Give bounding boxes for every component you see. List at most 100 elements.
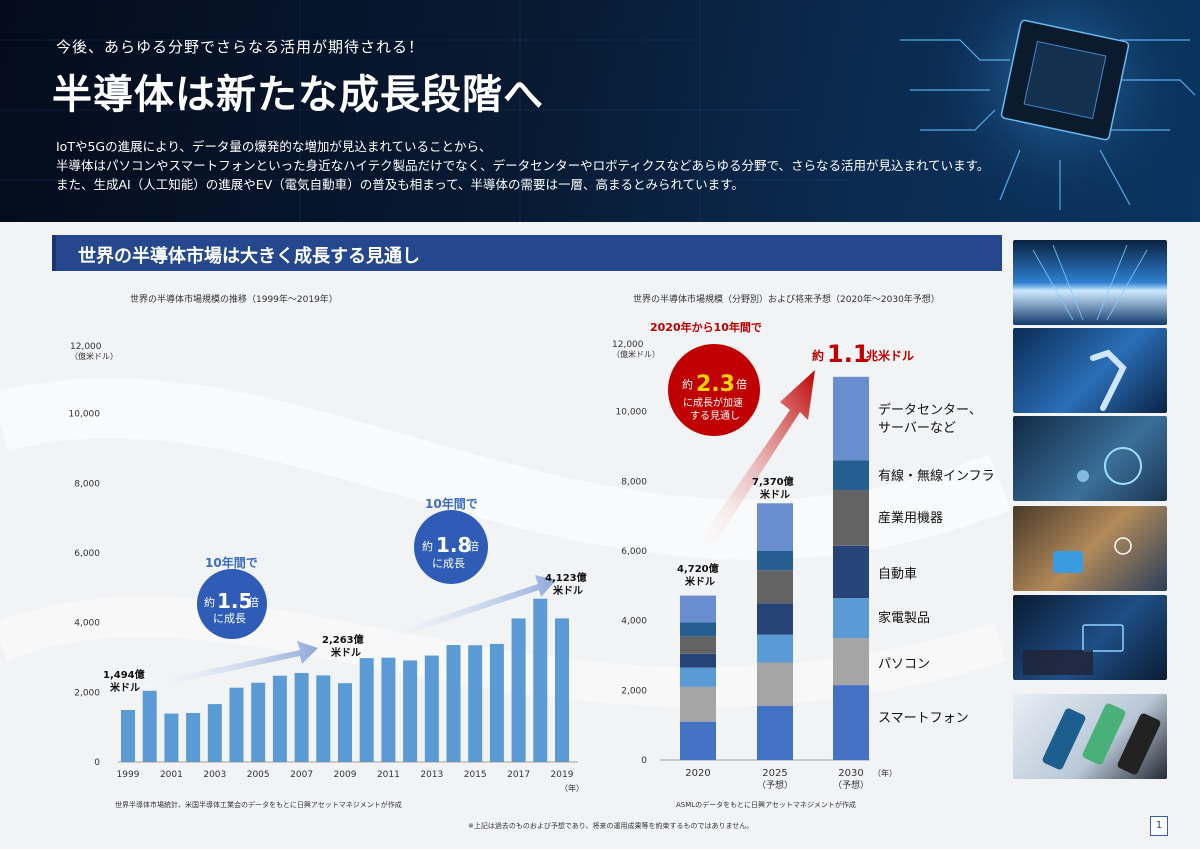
right-x-tick: 2025 xyxy=(762,768,787,779)
bar-2013 xyxy=(424,655,439,762)
headline-suffix: 兆米ドル xyxy=(866,348,914,363)
left-x-unit: （年） xyxy=(560,783,584,793)
headline-value: 1.1 xyxy=(827,340,870,368)
stack-2030-家電製品 xyxy=(833,598,869,639)
red-callout-prefix: 約 xyxy=(682,377,693,391)
callout-2-prefix: 約 xyxy=(422,539,433,553)
callout-1-value: 1.5 xyxy=(217,589,252,613)
bar-2000 xyxy=(142,690,157,762)
stack-2020-有線・無線インフラ xyxy=(680,622,716,637)
stack-2020-データセンター、サーバーなど xyxy=(680,595,716,623)
callout-2-head: 10年間で xyxy=(425,496,478,511)
smartphones-photo xyxy=(1013,694,1167,779)
hero-description: IoTや5Gの進展により、データ量の爆発的な増加が見込まれていることから、 半導… xyxy=(56,137,989,194)
value-label-1999-unit: 米ドル xyxy=(110,681,140,694)
section-header: 世界の半導体市場は大きく成長する見通し xyxy=(52,235,1002,271)
hero-subtitle: 今後、あらゆる分野でさらなる活用が期待される！ xyxy=(56,38,425,56)
data-center-photo xyxy=(1013,240,1167,325)
left-x-tick: 2001 xyxy=(160,770,183,780)
stack-2025-有線・無線インフラ xyxy=(757,551,793,571)
stack-2025-データセンター、サーバーなど xyxy=(757,503,793,551)
value-label-2019: 4,123億 xyxy=(545,571,587,584)
red-growth-arrow xyxy=(700,370,815,548)
red-callout-line2: する見通し xyxy=(690,410,740,422)
red-callout-circle xyxy=(668,344,760,436)
stack-2030-パソコン xyxy=(833,638,869,686)
laptop-ai-photo xyxy=(1013,595,1167,680)
total-label-2020-unit: 米ドル xyxy=(685,575,715,588)
red-callout-value: 2.3 xyxy=(696,372,735,397)
right-x-note: （予想） xyxy=(757,779,793,791)
stack-2025-スマートフォン xyxy=(757,706,793,760)
right-y-tick: 10,000 xyxy=(616,408,648,418)
stack-2030-産業用機器 xyxy=(833,490,869,546)
legend-label: パソコン xyxy=(878,657,930,672)
stack-2025-パソコン xyxy=(757,662,793,707)
stack-2025-自動車 xyxy=(757,603,793,635)
disclaimer: ※上記は過去のものおよび予想であり、将来の運用成果等を約束するものではありません… xyxy=(468,822,754,830)
legend-label: サーバーなど xyxy=(878,421,956,436)
left-y-tick: 0 xyxy=(94,758,100,768)
bar-2019 xyxy=(555,618,569,762)
left-x-tick: 2017 xyxy=(507,770,530,780)
legend-label: 有線・無線インフラ xyxy=(878,468,995,484)
callout-2-suffix: 倍 xyxy=(468,539,479,553)
right-y-tick: 8,000 xyxy=(621,477,647,487)
headline-prefix: 約 xyxy=(812,348,824,363)
callout-2-circle xyxy=(414,510,488,584)
hero-banner: 今後、あらゆる分野でさらなる活用が期待される！ 半導体は新たな成長段階へ IoT… xyxy=(0,0,1200,222)
legend-label: 産業用機器 xyxy=(878,510,943,526)
growth-arrow-1 xyxy=(140,641,318,690)
circuit-background xyxy=(0,0,1200,222)
red-callout-line1: に成長が加速 xyxy=(683,396,743,409)
bar-2001 xyxy=(164,713,179,762)
stack-2020-パソコン xyxy=(680,686,716,722)
bar-2010 xyxy=(359,658,374,762)
bar-2011 xyxy=(381,657,396,762)
left-x-tick: 2003 xyxy=(203,770,226,780)
right-x-unit: （年） xyxy=(873,768,897,778)
legend-label: 自動車 xyxy=(878,567,917,582)
red-callout-head: 2020年から10年間で xyxy=(650,320,762,334)
right-y-tick: 0 xyxy=(641,756,647,766)
value-label-2019-unit: 米ドル xyxy=(553,584,583,597)
total-label-2025: 7,370億 xyxy=(752,475,794,488)
legend-label: スマートフォン xyxy=(878,711,969,726)
stack-2020-産業用機器 xyxy=(680,636,716,654)
bar-2015 xyxy=(468,645,483,762)
page-title: 半導体は新たな成長段階へ xyxy=(52,72,544,118)
right-x-note: （予想） xyxy=(833,779,869,791)
right-y-tick: 6,000 xyxy=(621,547,647,557)
left-x-tick: 2013 xyxy=(420,770,443,780)
section-title: 世界の半導体市場は大きく成長する見通し xyxy=(78,246,420,267)
bar-2008 xyxy=(316,675,331,762)
right-x-tick: 2020 xyxy=(685,768,710,779)
stack-2020-スマートフォン xyxy=(680,721,716,760)
value-label-1999: 1,494億 xyxy=(103,668,145,681)
callout-2-value: 1.8 xyxy=(436,533,471,557)
stack-2030-スマートフォン xyxy=(833,685,869,760)
left-x-tick: 2011 xyxy=(377,770,400,780)
left-source-note: 世界半導体市場統計、米国半導体工業会のデータをもとに日興アセットマネジメントが作… xyxy=(115,801,402,809)
right-x-tick: 2030 xyxy=(838,768,863,779)
stack-2020-家電製品 xyxy=(680,667,716,687)
stack-2025-産業用機器 xyxy=(757,570,793,604)
description-line: 半導体はパソコンやスマートフォンといった身近なハイテク製品だけでなく、データセン… xyxy=(56,158,990,173)
bar-1999 xyxy=(121,709,135,762)
legend-label: データセンター、 xyxy=(878,402,982,418)
right-y-unit: （億米ドル） xyxy=(612,349,660,359)
bar-2002 xyxy=(186,712,201,762)
right-source-note: ASMLのデータをもとに日興アセットマネジメントが作成 xyxy=(676,801,856,809)
bar-2005 xyxy=(251,682,266,762)
callout-1-circle xyxy=(197,569,267,639)
left-x-tick: 2019 xyxy=(551,770,574,780)
callout-1-text: に成長 xyxy=(213,612,246,625)
page-number: 1 xyxy=(1150,816,1168,836)
left-x-tick: 2015 xyxy=(464,770,487,780)
bar-2007 xyxy=(294,672,309,762)
left-y-tick: 4,000 xyxy=(74,619,100,629)
callout-1-suffix: 倍 xyxy=(248,595,259,609)
stack-2025-家電製品 xyxy=(757,634,793,663)
stack-2030-有線・無線インフラ xyxy=(833,460,869,491)
